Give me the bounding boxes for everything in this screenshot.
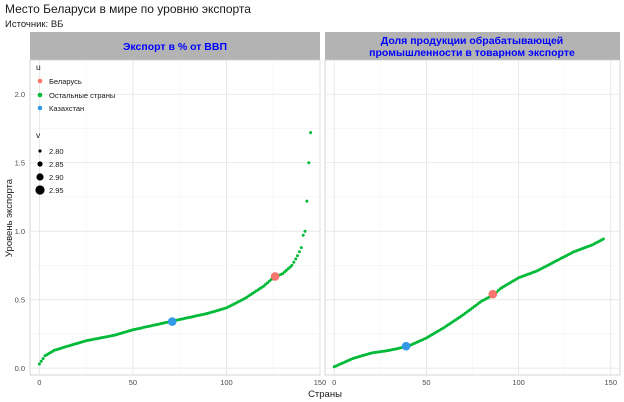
panel-2-gridlines (325, 60, 620, 375)
data-point (303, 229, 307, 233)
y-axis-title: Уровень экспорта (4, 178, 15, 257)
legend-size-key-2 (37, 161, 43, 167)
data-point (307, 161, 311, 165)
data-point (496, 289, 500, 292)
legend-key-kazakhstan (37, 105, 43, 111)
legend-label-belarus: Беларусь (49, 77, 82, 86)
data-point (290, 263, 294, 267)
data-point (37, 362, 41, 366)
panel-manufacturing-share: Доля продукции обрабатывающей промышленн… (324, 32, 621, 387)
legend-size-title: v (36, 130, 41, 140)
legend-size-label-1: 2.80 (49, 147, 64, 156)
data-point (39, 359, 43, 363)
legend-size-label-2: 2.85 (49, 160, 64, 169)
data-point-belarus (488, 289, 498, 299)
panel-2-strip-label-line-1: Доля продукции обрабатывающей (381, 35, 564, 47)
y-tick-label: 2.0 (15, 90, 25, 99)
panel-1-points (37, 131, 313, 366)
legend-color-title: u (36, 62, 41, 72)
x-tick-label: 100 (220, 378, 233, 387)
data-point (41, 357, 45, 361)
legend-label-kazakhstan: Казахстан (49, 104, 84, 113)
panel-1-gridlines (30, 60, 321, 375)
panel-1-x-axis-ticks: 0 50 100 150 (37, 378, 326, 387)
legend-size: v 2.80 2.85 2.90 2.95 (35, 130, 64, 195)
y-tick-label: 1.0 (15, 227, 25, 236)
legend-size-key-3 (36, 173, 44, 181)
chart-subtitle: Источник: ВБ (5, 19, 63, 30)
data-point (299, 246, 303, 250)
x-axis-title: Страны (308, 389, 342, 400)
panel-1-strip-label: Экспорт в % от ВВП (123, 41, 227, 53)
legend-size-label-4: 2.95 (49, 186, 64, 195)
x-tick-label: 150 (605, 378, 618, 387)
x-tick-label: 150 (314, 378, 327, 387)
y-axis-ticks: 0.0 0.5 1.0 1.5 2.0 (15, 90, 25, 373)
legend-size-key-4 (35, 185, 45, 195)
x-tick-label: 50 (129, 378, 137, 387)
data-point-kazakhstan (167, 317, 177, 326)
data-point (305, 199, 309, 203)
chart-title: Место Беларуси в мире по уровню экспорта (5, 2, 251, 16)
panel-2-x-axis-ticks: 0 50 100 150 (332, 378, 617, 387)
y-tick-label: 0.5 (15, 296, 25, 305)
data-point (309, 131, 313, 135)
legend-key-belarus (37, 78, 43, 84)
data-point (601, 237, 605, 241)
data-point (301, 233, 305, 237)
data-point (297, 250, 301, 254)
data-point (292, 260, 296, 264)
panel-2-points (332, 237, 605, 369)
legend-label-other-countries: Остальные страны (49, 91, 115, 100)
panel-export-gdp: Экспорт в % от ВВП 0.0 0.5 1.0 1.5 2.0 0 50 10… (15, 32, 326, 387)
data-point-belarus (270, 272, 280, 281)
legend-color: u Беларусь Остальные страны Казахстан (36, 62, 115, 113)
y-tick-label: 0.0 (15, 364, 25, 373)
x-tick-label: 50 (422, 378, 430, 387)
panel-2-strip-label-line-2: промышленности в товарном экспорте (369, 47, 575, 59)
y-tick-label: 1.5 (15, 159, 25, 168)
legend-size-label-3: 2.90 (49, 173, 64, 182)
legend-size-key-1 (38, 149, 42, 153)
data-point (294, 257, 298, 261)
data-point-kazakhstan (401, 341, 411, 351)
panel-1-strip (30, 32, 320, 60)
panel-2-strip (325, 32, 620, 60)
x-tick-label: 0 (37, 378, 41, 387)
x-tick-label: 0 (332, 378, 336, 387)
legend-key-other-countries (37, 92, 43, 98)
x-tick-label: 100 (512, 378, 525, 387)
data-point (296, 254, 299, 258)
